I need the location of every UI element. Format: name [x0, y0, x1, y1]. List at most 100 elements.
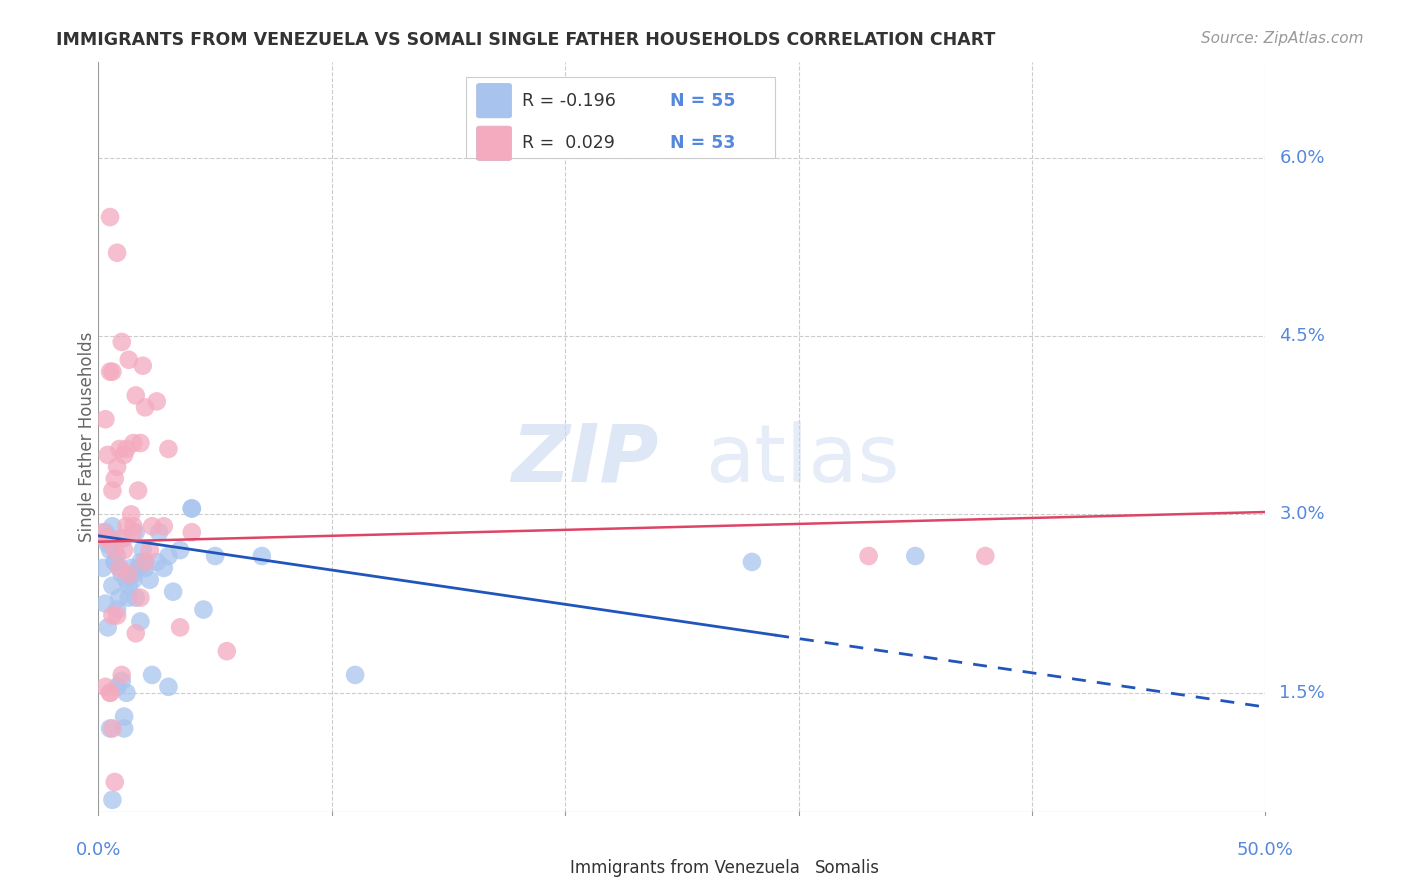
- Point: [141, 519, 163, 533]
- Point: [152, 561, 174, 575]
- Point: [104, 472, 127, 486]
- Point: [157, 549, 180, 563]
- Point: [180, 501, 202, 516]
- Point: [162, 584, 184, 599]
- Point: [97, 448, 120, 462]
- Point: [152, 519, 174, 533]
- Point: [98, 722, 121, 736]
- Text: 4.5%: 4.5%: [1279, 327, 1326, 345]
- Point: [94, 412, 117, 426]
- Point: [101, 608, 124, 623]
- Point: [127, 483, 149, 498]
- FancyBboxPatch shape: [477, 84, 512, 118]
- Point: [101, 483, 124, 498]
- Point: [193, 602, 215, 616]
- Point: [118, 591, 141, 605]
- Point: [122, 525, 145, 540]
- FancyBboxPatch shape: [772, 852, 804, 884]
- Point: [101, 365, 124, 379]
- Text: 3.0%: 3.0%: [1279, 506, 1324, 524]
- Text: ZIP: ZIP: [512, 420, 658, 499]
- Point: [115, 442, 138, 456]
- Point: [115, 686, 138, 700]
- Point: [169, 543, 191, 558]
- Point: [104, 775, 127, 789]
- Point: [741, 555, 763, 569]
- Point: [134, 555, 156, 569]
- Point: [215, 644, 238, 658]
- Point: [108, 561, 131, 575]
- Text: Immigrants from Venezuela: Immigrants from Venezuela: [569, 859, 800, 877]
- Point: [122, 573, 145, 587]
- Point: [146, 555, 169, 569]
- Y-axis label: Single Father Households: Single Father Households: [79, 332, 96, 542]
- Point: [104, 555, 127, 569]
- Point: [98, 543, 121, 558]
- Point: [139, 543, 162, 558]
- Point: [94, 680, 117, 694]
- Text: Somalis: Somalis: [815, 859, 880, 877]
- Point: [129, 436, 152, 450]
- Point: [122, 436, 145, 450]
- Point: [111, 531, 134, 545]
- Point: [120, 561, 142, 575]
- Point: [112, 448, 135, 462]
- Point: [250, 549, 273, 563]
- Point: [91, 561, 114, 575]
- Point: [125, 388, 148, 402]
- Point: [120, 508, 142, 522]
- Point: [129, 555, 152, 569]
- Point: [111, 668, 134, 682]
- Point: [111, 673, 134, 688]
- Point: [904, 549, 927, 563]
- Point: [115, 573, 138, 587]
- Point: [169, 620, 191, 634]
- Point: [91, 525, 114, 540]
- Point: [132, 359, 155, 373]
- Point: [108, 591, 131, 605]
- Point: [98, 686, 121, 700]
- Point: [122, 519, 145, 533]
- Point: [134, 561, 156, 575]
- Point: [122, 566, 145, 581]
- Text: 0.0%: 0.0%: [76, 841, 121, 860]
- Point: [118, 566, 141, 581]
- Point: [118, 579, 141, 593]
- Point: [125, 626, 148, 640]
- Point: [148, 525, 170, 540]
- Point: [105, 459, 128, 474]
- Point: [974, 549, 997, 563]
- FancyBboxPatch shape: [465, 78, 775, 159]
- Point: [98, 686, 121, 700]
- Point: [101, 793, 124, 807]
- Point: [105, 602, 128, 616]
- Point: [101, 579, 124, 593]
- Point: [94, 525, 117, 540]
- Point: [105, 245, 128, 260]
- Point: [129, 615, 152, 629]
- FancyBboxPatch shape: [477, 126, 512, 161]
- Text: 50.0%: 50.0%: [1237, 841, 1294, 860]
- Point: [112, 722, 135, 736]
- Text: N = 53: N = 53: [671, 135, 735, 153]
- Text: R = -0.196: R = -0.196: [522, 92, 616, 110]
- Point: [98, 365, 121, 379]
- Text: Source: ZipAtlas.com: Source: ZipAtlas.com: [1201, 31, 1364, 46]
- Point: [105, 549, 128, 563]
- Point: [134, 555, 156, 569]
- Point: [108, 561, 131, 575]
- Text: 6.0%: 6.0%: [1279, 149, 1324, 167]
- Point: [94, 597, 117, 611]
- Point: [111, 566, 134, 581]
- Text: N = 55: N = 55: [671, 92, 735, 110]
- Point: [134, 401, 156, 415]
- Point: [101, 722, 124, 736]
- Text: 1.5%: 1.5%: [1279, 684, 1324, 702]
- Point: [94, 531, 117, 545]
- Point: [344, 668, 367, 682]
- Point: [104, 543, 127, 558]
- Point: [180, 501, 202, 516]
- Text: atlas: atlas: [706, 420, 900, 499]
- Point: [97, 531, 120, 545]
- Point: [157, 680, 180, 694]
